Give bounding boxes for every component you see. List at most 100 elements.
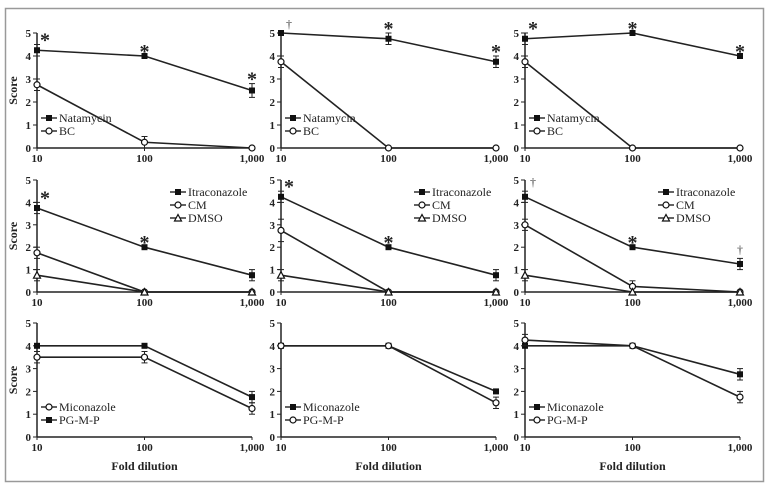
data-point — [493, 388, 499, 395]
legend-label: DMSO — [676, 211, 711, 225]
y-tick-label: 4 — [26, 197, 32, 209]
data-point — [278, 193, 284, 200]
legend-label: Itraconazole — [676, 185, 735, 199]
data-point — [492, 399, 500, 407]
significance-marker: † — [530, 175, 536, 189]
data-point — [278, 30, 284, 36]
legend-label: Miconazole — [547, 400, 604, 414]
significance-marker: * — [735, 41, 745, 63]
legend-label: CM — [676, 198, 695, 212]
series-pg-m-p — [521, 333, 744, 404]
data-point — [737, 53, 743, 59]
series-natamycin — [522, 30, 743, 59]
panel-9: 0 1 2 3 4 5 10 100 1,000 Fold dilution MiconazoleP… — [514, 318, 753, 473]
x-axis-label: Fold dilution — [355, 459, 422, 473]
legend-label: PG-M-P — [303, 413, 344, 427]
series-bc — [33, 78, 256, 152]
significance-marker: * — [528, 18, 538, 40]
y-tick-label: 3 — [26, 364, 32, 376]
legend-label: DMSO — [188, 211, 223, 225]
x-tick-label: 1,000 — [728, 297, 753, 309]
data-point — [34, 205, 40, 211]
x-tick-label: 10 — [32, 153, 44, 165]
y-tick-label: 1 — [270, 265, 276, 277]
data-point — [385, 244, 392, 251]
series-itraconazole — [278, 190, 499, 282]
legend-marker — [417, 213, 427, 222]
y-tick-label: 3 — [514, 364, 520, 376]
y-tick-label: 2 — [270, 242, 276, 254]
y-axis-label: Score — [6, 76, 20, 105]
data-point — [33, 353, 41, 361]
data-point — [522, 193, 528, 200]
data-point — [628, 144, 637, 152]
data-point — [249, 87, 255, 94]
series-bc — [277, 55, 500, 152]
series-natamycin — [34, 44, 255, 98]
legend-marker — [533, 127, 541, 135]
y-tick-label: 4 — [514, 51, 520, 63]
data-point — [492, 144, 500, 152]
series-cm — [277, 218, 500, 296]
y-tick-label: 3 — [26, 220, 32, 232]
y-tick-label: 2 — [270, 386, 276, 398]
data-point — [139, 287, 150, 296]
data-point — [141, 244, 148, 251]
y-tick-label: 5 — [26, 318, 32, 330]
legend-label: Natamycin — [59, 111, 112, 125]
significance-marker: * — [140, 232, 150, 254]
x-tick-label: 100 — [380, 297, 397, 309]
legend-marker — [175, 189, 181, 195]
data-point — [276, 270, 286, 279]
x-tick-label: 10 — [32, 297, 44, 309]
series-miconazole — [33, 351, 256, 415]
legend-marker — [173, 213, 183, 222]
x-tick-label: 1,000 — [484, 297, 509, 309]
data-point — [249, 394, 255, 401]
y-tick-label: 5 — [26, 28, 32, 40]
legend-marker — [45, 403, 53, 411]
y-tick-label: 0 — [514, 432, 520, 444]
x-tick-label: 1,000 — [728, 153, 753, 165]
legend-marker — [534, 115, 540, 121]
legend-marker — [419, 189, 425, 195]
y-tick-label: 5 — [270, 318, 276, 330]
x-tick-label: 1,000 — [728, 442, 753, 454]
significance-marker: † — [286, 17, 292, 31]
panel-4: 0 1 2 3 4 5 10 100 1,000 Score * * ItraconazoleCMDMS… — [6, 175, 265, 309]
y-tick-label: 3 — [514, 220, 520, 232]
data-point — [247, 287, 257, 296]
y-tick-label: 4 — [514, 341, 520, 353]
legend-marker — [534, 404, 540, 410]
y-tick-label: 5 — [26, 175, 32, 187]
data-point — [385, 35, 392, 42]
y-tick-label: 4 — [270, 51, 276, 63]
series-line — [281, 344, 497, 404]
data-point — [735, 287, 745, 296]
y-tick-label: 2 — [514, 242, 520, 254]
legend-label: BC — [59, 124, 75, 138]
y-tick-label: 3 — [270, 364, 276, 376]
x-tick-label: 10 — [32, 442, 44, 454]
legend-label: Natamycin — [303, 111, 356, 125]
legend-label: CM — [432, 198, 451, 212]
y-tick-label: 0 — [270, 287, 276, 299]
y-tick-label: 2 — [514, 97, 520, 109]
y-tick-label: 0 — [514, 143, 520, 155]
legend-label: Itraconazole — [188, 185, 247, 199]
legend-marker — [533, 416, 541, 424]
data-point — [736, 393, 744, 401]
significance-marker: * — [247, 69, 257, 91]
legend-marker — [289, 127, 297, 135]
x-tick-label: 1,000 — [240, 153, 265, 165]
data-point — [629, 244, 636, 251]
data-point — [277, 58, 285, 66]
y-tick-label: 1 — [270, 120, 276, 132]
x-tick-label: 100 — [624, 442, 641, 454]
